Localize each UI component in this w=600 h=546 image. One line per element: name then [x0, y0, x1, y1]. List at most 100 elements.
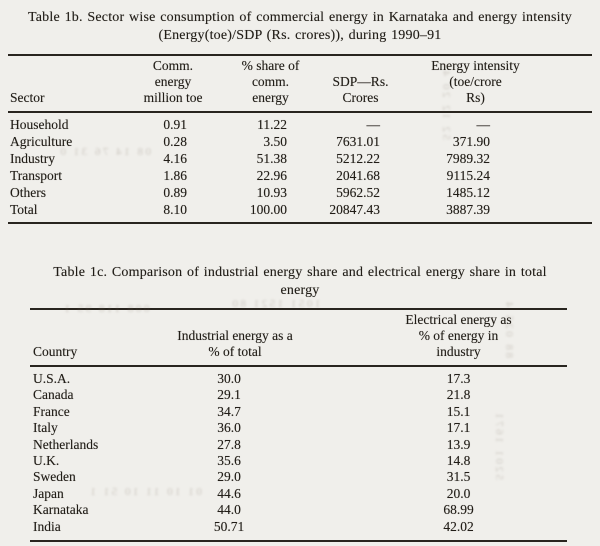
cell-sdp: 20847.43 — [329, 202, 380, 217]
cell-comm: 0.89 — [163, 185, 187, 200]
cell-electrical: 15.1 — [446, 403, 471, 419]
cell-country: France — [33, 403, 70, 419]
cell-comm: 1.86 — [163, 168, 187, 183]
cell-country: Sweden — [33, 469, 76, 485]
cell-electrical: 13.9 — [446, 436, 471, 452]
table-row: Total 8.10 100.00 20847.43 3887.39 — [8, 201, 592, 223]
cell-sdp: 5962.52 — [336, 185, 380, 200]
bleedthrough-artifact: 008 118 95 1 — [62, 303, 150, 315]
header-industrial-energy: Industrial energy as a % of total — [120, 309, 350, 367]
cell-country: Japan — [33, 485, 64, 501]
cell-industrial: 44.0 — [217, 502, 241, 518]
cell-industrial: 29.0 — [217, 469, 241, 485]
table-row: Sweden 29.0 31.5 — [30, 469, 567, 485]
cell-sdp: 2041.68 — [336, 168, 380, 183]
table-1b: Sector Comm. energy million toe % share … — [8, 54, 592, 224]
table-row: Italy 36.0 17.1 — [30, 420, 567, 436]
cell-comm: 4.16 — [163, 151, 187, 166]
cell-sector: Transport — [10, 168, 63, 183]
cell-industrial: 36.0 — [217, 420, 241, 436]
cell-sector: Household — [10, 117, 69, 132]
table-row: U.K. 35.6 14.8 — [30, 453, 567, 469]
cell-industrial: 50.71 — [213, 518, 245, 534]
cell-sector: Industry — [10, 151, 55, 166]
header-sdp: SDP—Rs. Crores — [318, 55, 403, 113]
table-row: U.S.A. 30.0 17.3 — [30, 366, 567, 387]
header-share: % share of comm. energy — [223, 55, 318, 113]
table-1c-title: Table 1c. Comparison of industrial energ… — [0, 264, 600, 300]
cell-industrial: 27.8 — [217, 436, 241, 452]
header-sector: Sector — [8, 55, 123, 113]
bleedthrough-artifact: 1051 1521 80 — [230, 298, 321, 310]
cell-share: 11.22 — [257, 117, 287, 132]
table-row: Household 0.91 11.22 — — — [8, 112, 592, 133]
cell-comm: 8.10 — [163, 202, 187, 217]
header-energy-intensity: Energy intensity (toe/crore Rs) — [403, 55, 548, 113]
cell-share: 100.00 — [249, 202, 287, 217]
cell-intensity: 3887.39 — [446, 202, 490, 217]
cell-sdp: 5212.22 — [336, 151, 380, 166]
cell-sector: Agriculture — [10, 134, 73, 149]
table-row: Karnataka 44.0 68.99 — [30, 502, 567, 518]
bleedthrough-artifact: 01 10 11 10 51 1 — [88, 486, 202, 498]
table-row: Industry 4.16 51.38 5212.22 7989.32 — [8, 150, 592, 167]
cell-country: Netherlands — [33, 436, 99, 452]
cell-country: Canada — [33, 387, 74, 403]
cell-industrial: 30.0 — [217, 371, 241, 386]
cell-comm: 0.28 — [163, 134, 187, 149]
cell-sector: Total — [10, 202, 38, 217]
table-row: India 50.71 42.02 — [30, 519, 567, 541]
cell-share: 10.93 — [256, 185, 287, 200]
cell-electrical: 20.0 — [446, 485, 471, 501]
table-row: Transport 1.86 22.96 2041.68 9115.24 — [8, 167, 592, 184]
cell-share: 51.38 — [256, 151, 287, 166]
cell-electrical: 14.8 — [446, 453, 471, 469]
table-row: France 34.7 15.1 — [30, 404, 567, 420]
table-row: Others 0.89 10.93 5962.52 1485.12 — [8, 184, 592, 201]
bleedthrough-artifact: 52 12 20 41 — [440, 60, 452, 140]
table-1c-title-line2: energy — [280, 283, 320, 298]
cell-electrical: 42.02 — [443, 518, 474, 534]
cell-industrial: 35.6 — [217, 453, 241, 469]
cell-electrical: 17.1 — [446, 420, 471, 436]
cell-country: U.S.A. — [33, 371, 71, 386]
cell-share: 22.96 — [256, 168, 287, 183]
cell-intensity: 1485.12 — [446, 185, 490, 200]
bleedthrough-artifact: 5201 1671 — [493, 410, 505, 480]
cell-electrical: 31.5 — [446, 469, 471, 485]
cell-electrical: 17.3 — [446, 371, 471, 386]
cell-sdp: 7631.01 — [336, 134, 380, 149]
cell-industrial: 34.7 — [217, 403, 241, 419]
cell-intensity: — — [476, 117, 491, 132]
table-1b-title-line2: (Energy(toe)/SDP (Rs. crores)), during 1… — [158, 28, 442, 43]
table-1c: Country Industrial energy as a % of tota… — [30, 308, 567, 543]
cell-sector: Others — [10, 185, 46, 200]
cell-country: Italy — [33, 420, 58, 436]
bleedthrough-artifact: 88 025 4 — [503, 299, 515, 359]
table-row: Japan 44.6 20.0 — [30, 486, 567, 502]
table-1c-title-line1: Table 1c. Comparison of industrial energ… — [53, 265, 547, 280]
cell-electrical: 68.99 — [443, 502, 474, 518]
table-row: Netherlands 27.8 13.9 — [30, 437, 567, 453]
cell-share: 3.50 — [263, 134, 287, 149]
table-row: Canada 29.1 21.8 — [30, 387, 567, 403]
table-1b-header-row: Sector Comm. energy million toe % share … — [8, 55, 592, 113]
cell-industrial: 44.6 — [217, 485, 241, 501]
table-row: Agriculture 0.28 3.50 7631.01 371.90 — [8, 133, 592, 150]
cell-country: Karnataka — [33, 502, 89, 518]
cell-intensity: 9115.24 — [446, 168, 490, 183]
cell-electrical: 21.8 — [446, 387, 471, 403]
header-electrical-energy: Electrical energy as % of energy in indu… — [350, 309, 567, 367]
table-1b-title-line1: Table 1b. Sector wise consumption of com… — [27, 10, 572, 25]
header-comm-energy: Comm. energy million toe — [123, 55, 223, 113]
cell-country: India — [33, 518, 61, 534]
cell-industrial: 29.1 — [217, 387, 241, 403]
table-1c-header-row: Country Industrial energy as a % of tota… — [30, 309, 567, 367]
cell-intensity: 7989.32 — [446, 151, 490, 166]
header-country: Country — [30, 309, 120, 367]
cell-comm: 0.91 — [163, 117, 187, 132]
header-spacer — [548, 55, 592, 113]
bleedthrough-artifact: 08 14 76 31 0 — [58, 146, 151, 158]
cell-intensity: 371.90 — [452, 134, 490, 149]
